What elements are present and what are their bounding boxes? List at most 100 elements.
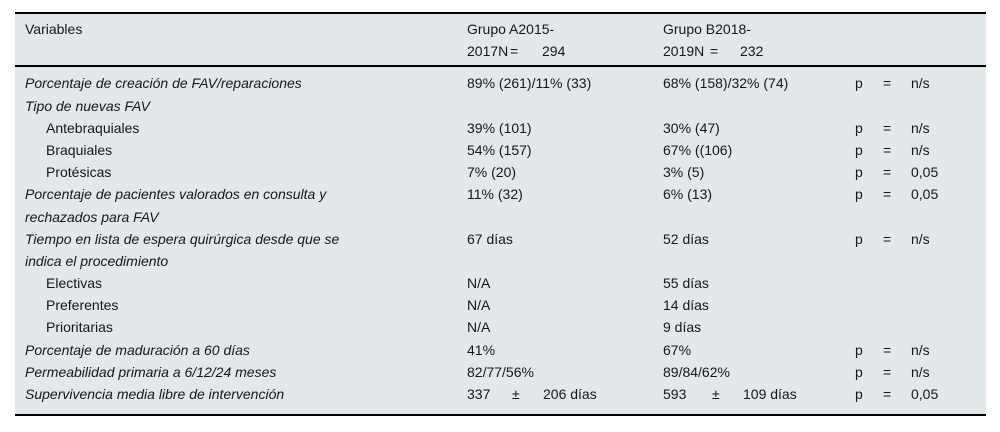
group-b-value: 3% (5) xyxy=(663,164,705,181)
table-row: Porcentaje de maduración a 60 días 41% 6… xyxy=(15,339,986,361)
header-group-a-equals: = xyxy=(510,42,519,59)
group-a-value: 7% (20) xyxy=(467,164,517,181)
group-b-value-number: 593 xyxy=(663,386,687,402)
group-b-value: 89/84/62% xyxy=(663,363,730,380)
row-label: Porcentaje de maduración a 60 días xyxy=(25,341,250,358)
p-label: p xyxy=(855,363,863,380)
header-group-b-n-label: 2019N xyxy=(663,42,705,59)
table-row: Electivas N/A 55 días xyxy=(15,272,986,294)
header-group-a-n-label: 2017N xyxy=(467,42,509,59)
group-a-value: 41% xyxy=(467,341,496,358)
p-value: n/s xyxy=(911,75,930,92)
row-label: rechazados para FAV xyxy=(25,208,159,225)
p-label: p xyxy=(855,341,863,358)
group-a-value: N/A xyxy=(467,275,491,292)
group-b-value: 6% (13) xyxy=(663,186,713,203)
p-value: 0,05 xyxy=(911,386,939,402)
p-label: p xyxy=(855,186,863,203)
row-label: Tipo de nuevas FAV xyxy=(25,97,150,114)
table-row: Braquiales 54% (157) 67% ((106) p = n/s xyxy=(15,139,986,161)
table-row: Tipo de nuevas FAV xyxy=(15,95,986,117)
table-row: Porcentaje de creación de FAV/reparacion… xyxy=(15,72,986,94)
group-a-value: 39% (101) xyxy=(467,119,532,136)
header-line-2: 2017N = 294 2019N = 232 xyxy=(15,41,986,63)
group-a-value: 67 días xyxy=(467,230,513,247)
p-equals: = xyxy=(883,75,892,92)
header-line-1: Variables Grupo A2015- Grupo B2018- xyxy=(15,19,986,41)
table-row: Porcentaje de pacientes valorados en con… xyxy=(15,183,986,205)
p-equals: = xyxy=(883,141,892,158)
group-b-value-sd: 109 días xyxy=(743,386,797,402)
table-row: indica el procedimiento xyxy=(15,250,986,272)
header-group-b: Grupo B2018- xyxy=(663,21,751,37)
group-a-value-number: 337 xyxy=(467,386,491,402)
group-a-value: N/A xyxy=(467,319,491,336)
header-group-a-n-value: 294 xyxy=(542,42,566,59)
p-equals: = xyxy=(883,119,892,136)
group-a-value: 89% (261)/11% (33) xyxy=(467,75,592,92)
row-label: Porcentaje de creación de FAV/reparacion… xyxy=(25,75,302,92)
table-row: Permeabilidad primaria a 6/12/24 meses 8… xyxy=(15,361,986,383)
p-equals: = xyxy=(883,386,892,402)
p-equals: = xyxy=(883,230,892,247)
table-row: Tiempo en lista de espera quirúrgica des… xyxy=(15,228,986,250)
table-row: Preferentes N/A 14 días xyxy=(15,294,986,316)
group-b-value: 67% ((106) xyxy=(663,141,733,158)
header-group-b-n-value: 232 xyxy=(740,42,764,59)
p-equals: = xyxy=(883,363,892,380)
group-b-value: 52 días xyxy=(663,230,709,247)
group-b-value: 67% xyxy=(663,341,692,358)
p-value: n/s xyxy=(911,363,930,380)
row-label: Supervivencia media libre de intervenció… xyxy=(25,386,285,402)
row-label: Prioritarias xyxy=(46,319,113,336)
p-value: n/s xyxy=(911,119,930,136)
p-value: 0,05 xyxy=(911,186,939,203)
p-label: p xyxy=(855,230,863,247)
group-a-value: 82/77/56% xyxy=(467,363,534,380)
group-b-value: 9 días xyxy=(663,319,702,336)
group-a-value-sd: 206 días xyxy=(543,386,597,402)
p-label: p xyxy=(855,119,863,136)
p-label: p xyxy=(855,75,863,92)
p-equals: = xyxy=(883,164,892,181)
header-variables: Variables xyxy=(25,21,83,37)
table-row: Protésicas 7% (20) 3% (5) p = 0,05 xyxy=(15,161,986,183)
table-row: Antebraquiales 39% (101) 30% (47) p = n/… xyxy=(15,117,986,139)
p-value: 0,05 xyxy=(911,164,939,181)
group-b-plus-minus: ± xyxy=(712,386,720,402)
group-b-value: 55 días xyxy=(663,275,709,292)
p-value: n/s xyxy=(911,141,930,158)
table-row: Prioritarias N/A 9 días xyxy=(15,316,986,338)
table-body: Porcentaje de creación de FAV/reparacion… xyxy=(15,67,986,414)
row-label: indica el procedimiento xyxy=(25,252,169,269)
group-b-value: 14 días xyxy=(663,297,709,314)
row-label: Electivas xyxy=(46,275,103,292)
group-b-value: 30% (47) xyxy=(663,119,720,136)
row-label: Preferentes xyxy=(46,297,119,314)
table-header: Variables Grupo A2015- Grupo B2018- 2017… xyxy=(15,14,986,68)
p-equals: = xyxy=(883,186,892,203)
header-group-a: Grupo A2015- xyxy=(467,21,555,37)
group-a-value: 11% (32) xyxy=(467,186,523,203)
row-label: Tiempo en lista de espera quirúrgica des… xyxy=(25,230,340,247)
p-value: n/s xyxy=(911,230,930,247)
table-row: rechazados para FAV xyxy=(15,206,986,228)
p-equals: = xyxy=(883,341,892,358)
group-a-plus-minus: ± xyxy=(512,386,520,402)
group-a-value: 54% (157) xyxy=(467,141,532,158)
p-label: p xyxy=(855,141,863,158)
row-label: Antebraquiales xyxy=(46,119,140,136)
row-label: Permeabilidad primaria a 6/12/24 meses xyxy=(25,363,277,380)
p-label: p xyxy=(855,164,863,181)
p-value: n/s xyxy=(911,341,930,358)
p-label: p xyxy=(855,386,863,402)
row-label: Protésicas xyxy=(46,164,112,181)
group-a-value: N/A xyxy=(467,297,491,314)
row-label: Braquiales xyxy=(46,141,113,158)
row-label: Porcentaje de pacientes valorados en con… xyxy=(25,186,327,203)
results-table: Variables Grupo A2015- Grupo B2018- 2017… xyxy=(15,12,986,417)
header-group-b-equals: = xyxy=(710,42,719,59)
table-row: Supervivencia media libre de intervenció… xyxy=(15,383,986,405)
group-b-value: 68% (158)/32% (74) xyxy=(663,75,789,92)
